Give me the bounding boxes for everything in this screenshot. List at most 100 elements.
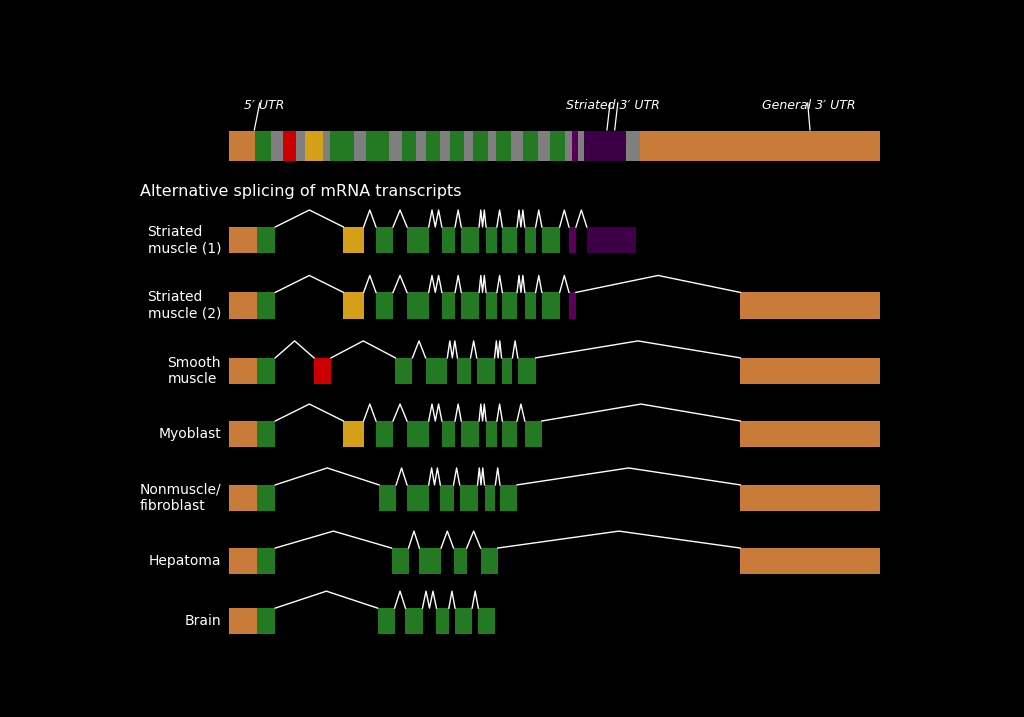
Bar [572, 131, 578, 161]
Bar [407, 485, 429, 511]
Bar [740, 293, 880, 318]
Bar [538, 131, 550, 161]
Bar [376, 293, 393, 318]
Bar [442, 293, 455, 318]
Bar [228, 131, 880, 161]
Bar [343, 293, 364, 318]
Bar [503, 227, 517, 253]
Bar [228, 358, 257, 384]
Bar [455, 608, 472, 635]
Text: Striated 3′ UTR: Striated 3′ UTR [565, 99, 659, 112]
Text: Striated
muscle (1): Striated muscle (1) [147, 225, 221, 255]
Bar [518, 358, 536, 384]
Bar [464, 131, 473, 161]
Bar [454, 548, 467, 574]
Bar [228, 131, 255, 161]
Bar [450, 131, 464, 161]
Bar [569, 293, 575, 318]
Bar [305, 131, 324, 161]
Bar [257, 608, 275, 635]
Bar [486, 227, 497, 253]
Bar [378, 608, 394, 635]
Bar [640, 131, 880, 161]
Bar [228, 608, 257, 635]
Bar [473, 131, 487, 161]
Bar [228, 227, 257, 253]
Bar [524, 421, 542, 447]
Bar [407, 421, 429, 447]
Bar [228, 293, 257, 318]
Bar [500, 485, 517, 511]
Bar [343, 227, 364, 253]
Text: Myoblast: Myoblast [159, 427, 221, 441]
Text: Striated
muscle (2): Striated muscle (2) [147, 290, 221, 320]
Bar [503, 421, 517, 447]
Bar [524, 293, 536, 318]
Bar [550, 131, 565, 161]
Bar [420, 548, 441, 574]
Bar [477, 358, 495, 384]
Bar [503, 293, 517, 318]
Text: Alternative splicing of mRNA transcripts: Alternative splicing of mRNA transcripts [139, 184, 461, 199]
Bar [460, 485, 477, 511]
Bar [228, 548, 257, 574]
Bar [487, 131, 496, 161]
Bar [270, 131, 283, 161]
Bar [627, 131, 640, 161]
Bar [486, 293, 497, 318]
Bar [407, 227, 429, 253]
Bar [257, 358, 275, 384]
Bar [542, 227, 560, 253]
Bar [228, 421, 257, 447]
Bar [511, 131, 523, 161]
Text: Nonmuscle/
fibroblast: Nonmuscle/ fibroblast [139, 483, 221, 513]
Bar [257, 227, 275, 253]
Bar [426, 131, 440, 161]
Bar [587, 227, 636, 253]
Text: Hepatoma: Hepatoma [148, 554, 221, 568]
Bar [426, 358, 447, 384]
Bar [228, 485, 257, 511]
Bar [436, 608, 449, 635]
Bar [407, 293, 429, 318]
Bar [257, 485, 275, 511]
Bar [401, 131, 417, 161]
Bar [366, 131, 389, 161]
Bar [523, 131, 538, 161]
Bar [314, 358, 331, 384]
Bar [389, 131, 401, 161]
Bar [740, 421, 880, 447]
Bar [257, 548, 275, 574]
Bar [257, 421, 275, 447]
Bar [395, 358, 413, 384]
Bar [461, 421, 479, 447]
Bar [417, 131, 426, 161]
Bar [524, 227, 536, 253]
Bar [376, 227, 393, 253]
Bar [353, 131, 366, 161]
Bar [740, 358, 880, 384]
Text: 5′ UTR: 5′ UTR [244, 99, 284, 112]
Bar [569, 227, 575, 253]
Bar [257, 293, 275, 318]
Bar [740, 485, 880, 511]
Bar [496, 131, 511, 161]
Bar [480, 548, 498, 574]
Bar [478, 608, 496, 635]
Bar [440, 131, 450, 161]
Bar [255, 131, 270, 161]
Bar [376, 421, 393, 447]
Text: Smooth
muscle: Smooth muscle [168, 356, 221, 386]
Bar [406, 608, 423, 635]
Bar [578, 131, 584, 161]
Text: General 3′ UTR: General 3′ UTR [762, 99, 855, 112]
Bar [502, 358, 512, 384]
Bar [740, 548, 880, 574]
Bar [379, 485, 396, 511]
Bar [296, 131, 305, 161]
Bar [542, 293, 560, 318]
Bar [331, 131, 353, 161]
Bar [324, 131, 331, 161]
Bar [584, 131, 627, 161]
Bar [440, 485, 454, 511]
